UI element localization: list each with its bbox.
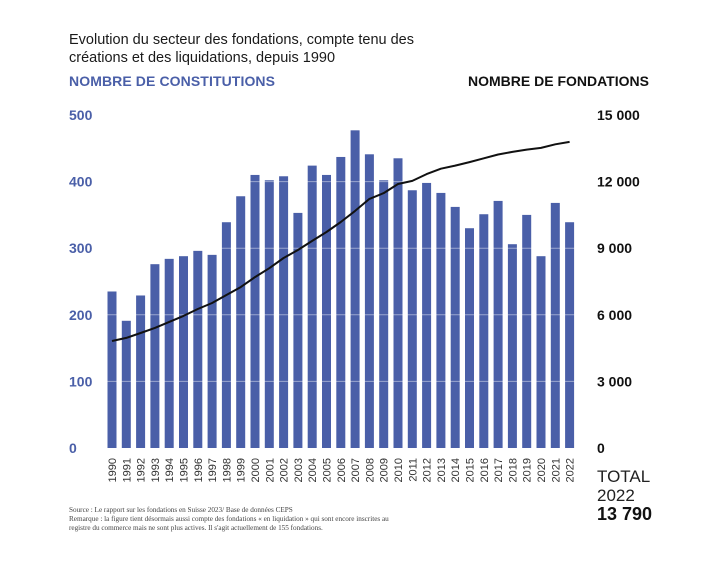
x-tick-2007: 2007	[350, 458, 362, 482]
bar-2006	[336, 156, 346, 448]
bar-2008	[364, 154, 374, 448]
bar-2011	[407, 190, 417, 448]
bar-2017	[493, 200, 503, 448]
bar-1999	[236, 196, 246, 448]
left-tick-500: 500	[69, 107, 93, 123]
x-tick-2018: 2018	[507, 458, 519, 482]
bar-2000	[250, 174, 260, 448]
bar-2009	[379, 180, 389, 448]
bar-1998	[221, 222, 231, 448]
right-tick-6000: 6 000	[597, 307, 632, 323]
x-tick-1994: 1994	[164, 458, 176, 482]
x-tick-2021: 2021	[550, 458, 562, 482]
total-year: 2022	[597, 486, 635, 505]
gridlines-group	[103, 181, 579, 382]
x-tick-1997: 1997	[207, 458, 219, 482]
bar-2015	[465, 228, 474, 448]
left-tick-400: 400	[69, 174, 93, 190]
bar-1993	[150, 264, 160, 448]
footer-notes: Source : Le rapport sur les fondations e…	[69, 506, 429, 534]
x-tick-2012: 2012	[422, 458, 434, 482]
bar-2022	[565, 222, 575, 448]
bar-2001	[264, 180, 274, 448]
x-tick-1999: 1999	[236, 458, 248, 482]
x-tick-2013: 2013	[436, 458, 448, 482]
x-tick-2022: 2022	[565, 458, 577, 482]
bar-2004	[307, 165, 317, 448]
bar-2007	[350, 130, 360, 448]
x-tick-2014: 2014	[450, 458, 462, 482]
right-tick-0: 0	[597, 440, 605, 456]
bar-1994	[164, 258, 174, 448]
x-tick-1992: 1992	[136, 458, 148, 482]
x-tick-1990: 1990	[107, 458, 119, 482]
bar-1990	[107, 291, 117, 448]
source-note: Source : Le rapport sur les fondations e…	[69, 506, 293, 514]
left-tick-300: 300	[69, 240, 93, 256]
bar-1996	[193, 250, 203, 448]
x-tick-2015: 2015	[465, 458, 477, 482]
bar-2016	[479, 214, 489, 448]
chart-title-line-1: Evolution du secteur des fondations, com…	[69, 32, 414, 48]
total-value: 13 790	[597, 504, 653, 524]
bar-2005	[322, 174, 331, 448]
x-tick-2002: 2002	[279, 458, 291, 482]
bar-2002	[279, 176, 289, 448]
x-tick-2010: 2010	[393, 458, 405, 482]
x-tick-2020: 2020	[536, 458, 548, 482]
x-tick-2011: 2011	[407, 458, 419, 482]
remark-note-line-2: registre du commerce mais ne sont plus a…	[69, 524, 323, 533]
x-tick-2003: 2003	[293, 458, 305, 482]
bar-2010	[393, 158, 403, 449]
right-axis-ticks: 0 3 000 6 000 9 000 12 000 15 000	[597, 107, 640, 456]
bar-2012	[422, 182, 432, 448]
bar-2014	[450, 206, 460, 448]
x-axis-ticks: 1990 1991 1992 1993 1994 1995 1996 1997 1998 1999…	[107, 458, 577, 482]
bars-group	[107, 130, 575, 449]
x-tick-2019: 2019	[522, 458, 534, 482]
x-tick-2000: 2000	[250, 458, 262, 482]
x-tick-1993: 1993	[150, 458, 162, 482]
left-axis-title: NOMBRE DE CONSTITUTIONS	[69, 73, 276, 89]
fondations-line	[111, 140, 570, 342]
bar-1995	[179, 256, 188, 448]
right-tick-15000: 15 000	[597, 107, 640, 123]
x-tick-2016: 2016	[479, 458, 491, 482]
remark-note-line-1: Remarque : la figure tient désormais aus…	[69, 515, 389, 524]
x-tick-1991: 1991	[121, 458, 133, 482]
bar-2021	[550, 202, 560, 448]
total-box: TOTAL 2022 13 790	[597, 467, 652, 524]
right-axis-title: NOMBRE DE FONDATIONS	[468, 73, 649, 89]
x-tick-2005: 2005	[322, 458, 334, 482]
bar-1991	[121, 320, 131, 448]
right-tick-12000: 12 000	[597, 174, 640, 190]
bar-2003	[293, 212, 303, 448]
chart-title: Evolution du secteur des fondations, com…	[69, 31, 429, 67]
x-tick-2008: 2008	[364, 458, 376, 482]
line-group	[111, 140, 570, 342]
x-tick-2006: 2006	[336, 458, 348, 482]
left-axis-ticks: 0 100 200 300 400 500	[69, 107, 93, 456]
x-tick-2004: 2004	[307, 458, 319, 482]
right-tick-9000: 9 000	[597, 240, 632, 256]
left-tick-100: 100	[69, 373, 93, 389]
bar-1997	[207, 254, 217, 448]
total-label: TOTAL	[597, 467, 651, 486]
bar-2020	[536, 256, 546, 448]
left-tick-0: 0	[69, 440, 77, 456]
x-tick-1996: 1996	[193, 458, 205, 482]
bar-2013	[436, 192, 446, 448]
bar-2018	[507, 244, 517, 448]
right-tick-3000: 3 000	[597, 373, 632, 389]
chart-title-line-2: créations et des liquidations, depuis 19…	[69, 50, 336, 66]
left-tick-200: 200	[69, 307, 93, 323]
bar-1992	[136, 295, 146, 448]
x-tick-1998: 1998	[221, 458, 233, 482]
x-tick-2009: 2009	[379, 458, 391, 482]
x-tick-2017: 2017	[493, 458, 505, 482]
x-tick-1995: 1995	[179, 458, 191, 482]
x-tick-2001: 2001	[264, 458, 276, 482]
bar-2019	[522, 214, 532, 448]
